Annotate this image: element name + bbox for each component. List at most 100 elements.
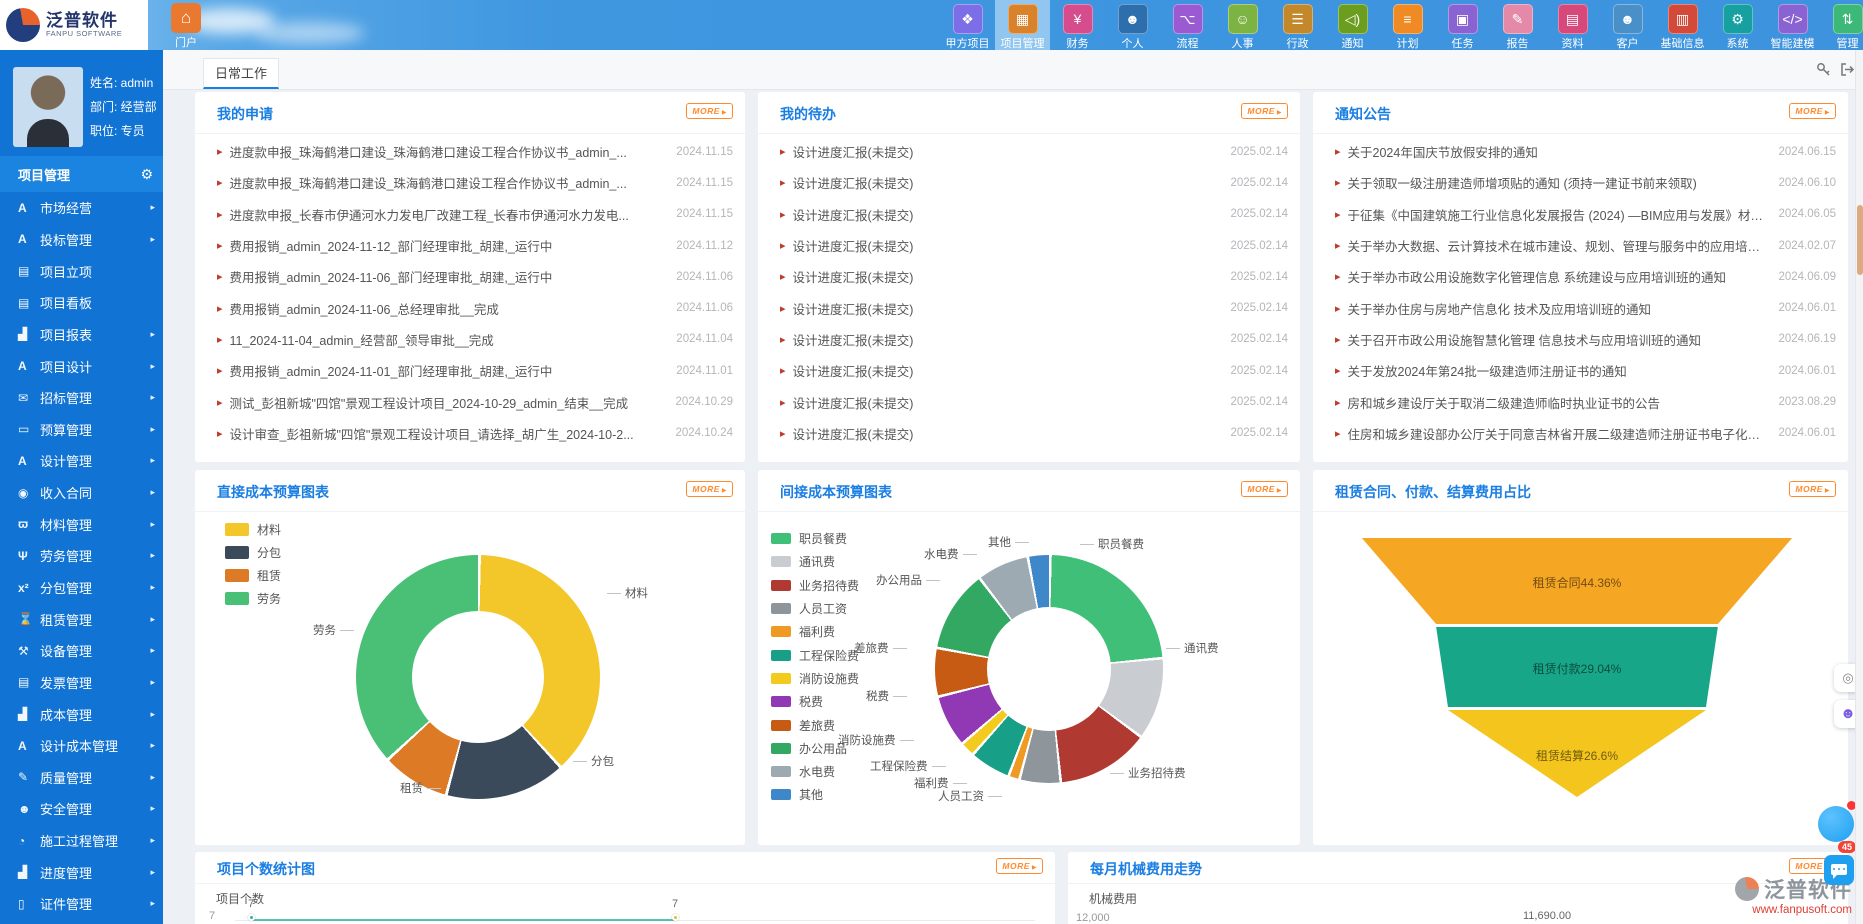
legend-item[interactable]: 租赁 bbox=[225, 564, 281, 587]
legend-item[interactable]: 材料 bbox=[225, 518, 281, 541]
legend-item[interactable]: 通讯费 bbox=[771, 550, 859, 573]
more-button[interactable]: MORE▶ bbox=[686, 481, 733, 497]
list-item[interactable]: ▸关于2024年国庆节放假安排的通知2024.06.15 bbox=[1313, 136, 1848, 167]
legend-item[interactable]: 水电费 bbox=[771, 760, 859, 783]
list-item[interactable]: ▸设计进度汇报(未提交)2025.02.14 bbox=[758, 261, 1300, 292]
sidebar-section-header[interactable]: 项目管理 ⚙ bbox=[0, 156, 163, 192]
sidebar-item-市场经营[interactable]: A市场经营▸ bbox=[0, 192, 163, 224]
list-item[interactable]: ▸11_2024-11-04_admin_经营部_领导审批__完成2024.11… bbox=[195, 324, 745, 355]
nav-item-通知[interactable]: ◁)通知 bbox=[1325, 0, 1380, 50]
list-item[interactable]: ▸关于举办住房与房地产信息化 技术及应用培训班的通知2024.06.01 bbox=[1313, 292, 1848, 323]
list-item[interactable]: ▸设计进度汇报(未提交)2025.02.14 bbox=[758, 418, 1300, 449]
nav-item-基础信息[interactable]: ▥基础信息 bbox=[1655, 0, 1710, 50]
list-item[interactable]: ▸关于召开市政公用设施智慧化管理 信息技术与应用培训班的通知2024.06.19 bbox=[1313, 324, 1848, 355]
list-item[interactable]: ▸设计进度汇报(未提交)2025.02.14 bbox=[758, 199, 1300, 230]
gear-icon[interactable]: ⚙ bbox=[140, 166, 153, 183]
legend-item[interactable]: 业务招待费 bbox=[771, 574, 859, 597]
nav-item-智能建模[interactable]: </>智能建模 bbox=[1765, 0, 1820, 50]
list-item[interactable]: ▸设计进度汇报(未提交)2025.02.14 bbox=[758, 230, 1300, 261]
nav-item-财务[interactable]: ¥财务 bbox=[1050, 0, 1105, 50]
chat-button[interactable] bbox=[1824, 855, 1854, 885]
sidebar-item-项目看板[interactable]: ▤项目看板 bbox=[0, 287, 163, 319]
nav-item-行政[interactable]: ☰行政 bbox=[1270, 0, 1325, 50]
sidebar-item-招标管理[interactable]: ✉招标管理▸ bbox=[0, 382, 163, 414]
list-item[interactable]: ▸费用报销_admin_2024-11-12_部门经理审批_胡建,_运行中202… bbox=[195, 230, 745, 261]
legend-item[interactable]: 福利费 bbox=[771, 620, 859, 643]
nav-item-项目管理[interactable]: ▦项目管理 bbox=[995, 0, 1050, 50]
assistant-ball-button[interactable] bbox=[1818, 806, 1854, 842]
nav-item-系统[interactable]: ⚙系统 bbox=[1710, 0, 1765, 50]
list-item[interactable]: ▸测试_彭祖新城"四馆"景观工程设计项目_2024-10-29_admin_结束… bbox=[195, 386, 745, 417]
sidebar-item-劳务管理[interactable]: Ψ劳务管理▸ bbox=[0, 540, 163, 572]
sidebar-item-证件管理[interactable]: ▯证件管理▸ bbox=[0, 888, 163, 920]
sidebar-item-发票管理[interactable]: ▤发票管理▸ bbox=[0, 667, 163, 699]
nav-item-人事[interactable]: ☺人事 bbox=[1215, 0, 1270, 50]
sidebar-item-分包管理[interactable]: x²分包管理▸ bbox=[0, 572, 163, 604]
nav-item-客户[interactable]: ☻客户 bbox=[1600, 0, 1655, 50]
list-item[interactable]: ▸设计进度汇报(未提交)2025.02.14 bbox=[758, 167, 1300, 198]
more-button[interactable]: MORE▶ bbox=[996, 858, 1043, 874]
list-item[interactable]: ▸费用报销_admin_2024-11-06_部门经理审批_胡建,_运行中202… bbox=[195, 261, 745, 292]
sidebar-item-收入合同[interactable]: ◉收入合同▸ bbox=[0, 477, 163, 509]
more-button[interactable]: MORE▶ bbox=[686, 103, 733, 119]
sidebar-item-成本管理[interactable]: ▟成本管理▸ bbox=[0, 698, 163, 730]
sidebar-item-项目报表[interactable]: ▟项目报表▸ bbox=[0, 319, 163, 351]
nav-item-portal[interactable]: ⌂ 门户 bbox=[163, 3, 209, 50]
sidebar-item-设计管理[interactable]: A设计管理▸ bbox=[0, 445, 163, 477]
sidebar-item-投标管理[interactable]: A投标管理▸ bbox=[0, 224, 163, 256]
legend-item[interactable]: 分包 bbox=[225, 541, 281, 564]
nav-item-流程[interactable]: ⌥流程 bbox=[1160, 0, 1215, 50]
sidebar-item-项目设计[interactable]: A项目设计▸ bbox=[0, 350, 163, 382]
list-item[interactable]: ▸设计进度汇报(未提交)2025.02.14 bbox=[758, 355, 1300, 386]
list-item[interactable]: ▸费用报销_admin_2024-11-06_总经理审批__完成2024.11.… bbox=[195, 292, 745, 323]
list-item[interactable]: ▸设计进度汇报(未提交)2025.02.14 bbox=[758, 324, 1300, 355]
nav-item-资料[interactable]: ▤资料 bbox=[1545, 0, 1600, 50]
list-item[interactable]: ▸设计进度汇报(未提交)2025.02.14 bbox=[758, 136, 1300, 167]
sidebar-item-租赁管理[interactable]: ⌛租赁管理▸ bbox=[0, 603, 163, 635]
list-item[interactable]: ▸设计进度汇报(未提交)2025.02.14 bbox=[758, 292, 1300, 323]
sidebar-item-设计成本管理[interactable]: A设计成本管理▸ bbox=[0, 730, 163, 762]
tab-daily-work[interactable]: 日常工作 bbox=[203, 58, 279, 89]
vertical-scrollbar[interactable] bbox=[1855, 50, 1863, 924]
logout-icon[interactable] bbox=[1840, 62, 1855, 77]
legend-item[interactable]: 劳务 bbox=[225, 587, 281, 610]
nav-item-任务[interactable]: ▣任务 bbox=[1435, 0, 1490, 50]
list-item[interactable]: ▸费用报销_admin_2024-11-01_部门经理审批_胡建,_运行中202… bbox=[195, 355, 745, 386]
legend-item[interactable]: 工程保险费 bbox=[771, 643, 859, 666]
list-item[interactable]: ▸关于领取一级注册建造师增项贴的通知 (须持一建证书前来领取)2024.06.1… bbox=[1313, 167, 1848, 198]
sidebar-item-质量管理[interactable]: ✎质量管理▸ bbox=[0, 762, 163, 794]
list-item[interactable]: ▸住房和城乡建设部办公厅关于同意吉林省开展二级建造师注册证书电子化试点...20… bbox=[1313, 418, 1848, 449]
list-item[interactable]: ▸关于举办大数据、云计算技术在城市建设、规划、管理与服务中的应用培训班...20… bbox=[1313, 230, 1848, 261]
nav-item-管理[interactable]: ⇅管理 bbox=[1820, 0, 1863, 50]
legend-item[interactable]: 其他 bbox=[771, 783, 859, 806]
nav-item-个人[interactable]: ☻个人 bbox=[1105, 0, 1160, 50]
list-item[interactable]: ▸进度款申报_长春市伊通河水力发电厂改建工程_长春市伊通河水力发电...2024… bbox=[195, 199, 745, 230]
list-item[interactable]: ▸进度款申报_珠海鹤港口建设_珠海鹤港口建设工程合作协议书_admin_...2… bbox=[195, 167, 745, 198]
nav-item-甲方项目[interactable]: ❖甲方项目 bbox=[940, 0, 995, 50]
key-icon[interactable] bbox=[1816, 62, 1831, 77]
more-button[interactable]: MORE▶ bbox=[1241, 103, 1288, 119]
sidebar-item-安全管理[interactable]: ☻安全管理▸ bbox=[0, 793, 163, 825]
list-item[interactable]: ▸设计进度汇报(未提交)2025.02.14 bbox=[758, 386, 1300, 417]
sidebar-item-项目立项[interactable]: ▤项目立项 bbox=[0, 255, 163, 287]
list-item[interactable]: ▸设计审查_彭祖新城"四馆"景观工程设计项目_请选择_胡广生_2024-10-2… bbox=[195, 418, 745, 449]
legend-item[interactable]: 人员工资 bbox=[771, 597, 859, 620]
legend-item[interactable]: 职员餐费 bbox=[771, 527, 859, 550]
sidebar-item-进度管理[interactable]: ▟进度管理▸ bbox=[0, 856, 163, 888]
scrollbar-thumb[interactable] bbox=[1857, 205, 1863, 275]
nav-item-计划[interactable]: ≡计划 bbox=[1380, 0, 1435, 50]
more-button[interactable]: MORE▶ bbox=[1789, 103, 1836, 119]
sidebar-item-预算管理[interactable]: ▭预算管理▸ bbox=[0, 413, 163, 445]
sidebar-item-材料管理[interactable]: ϖ材料管理▸ bbox=[0, 508, 163, 540]
list-item[interactable]: ▸关于发放2024年第24批一级建造师注册证书的通知2024.06.01 bbox=[1313, 355, 1848, 386]
legend-item[interactable]: 税费 bbox=[771, 690, 859, 713]
list-item[interactable]: ▸于征集《中国建筑施工行业信息化发展报告 (2024) —BIM应用与发展》材料… bbox=[1313, 199, 1848, 230]
sidebar-item-设备管理[interactable]: ⚒设备管理▸ bbox=[0, 635, 163, 667]
list-item[interactable]: ▸房和城乡建设厅关于取消二级建造师临时执业证书的公告2023.08.29 bbox=[1313, 386, 1848, 417]
nav-item-报告[interactable]: ✎报告 bbox=[1490, 0, 1545, 50]
list-item[interactable]: ▸进度款申报_珠海鹤港口建设_珠海鹤港口建设工程合作协议书_admin_...2… bbox=[195, 136, 745, 167]
legend-item[interactable]: 消防设施费 bbox=[771, 667, 859, 690]
more-button[interactable]: MORE▶ bbox=[1241, 481, 1288, 497]
more-button[interactable]: MORE▶ bbox=[1789, 481, 1836, 497]
list-item[interactable]: ▸关于举办市政公用设施数字化管理信息 系统建设与应用培训班的通知2024.06.… bbox=[1313, 261, 1848, 292]
